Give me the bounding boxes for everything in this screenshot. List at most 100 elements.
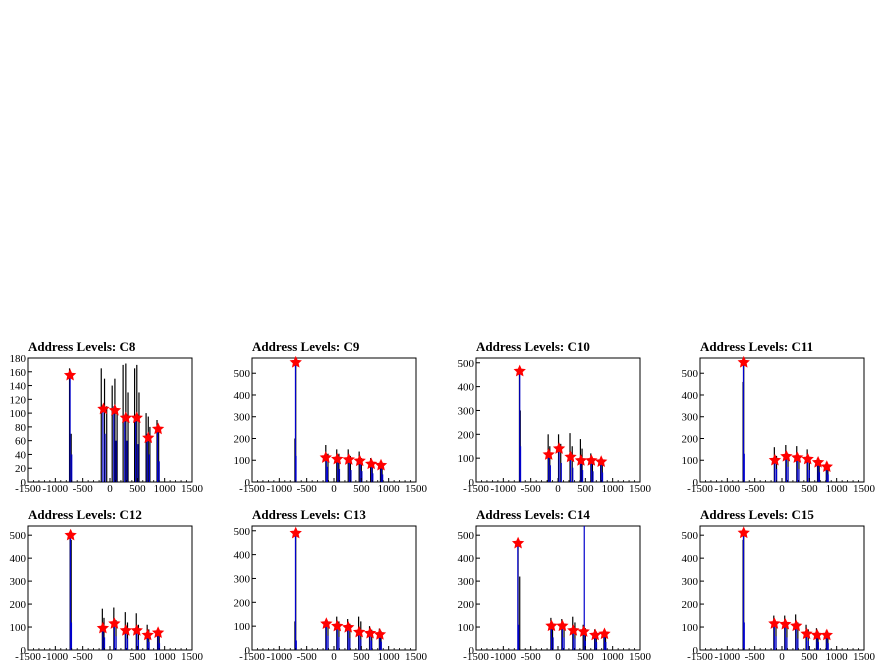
x-tick-label: 1000 xyxy=(826,483,849,495)
peak-marker xyxy=(820,460,833,473)
peak-marker xyxy=(801,452,814,465)
x-tick-label: -1000 xyxy=(490,483,516,495)
x-tick-label: 1500 xyxy=(629,483,652,495)
y-tick-label: 0 xyxy=(693,645,699,657)
y-tick-label: 0 xyxy=(469,477,475,489)
y-tick-label: 100 xyxy=(10,408,27,420)
x-tick-label: 500 xyxy=(353,483,370,495)
x-tick-label: 500 xyxy=(801,483,818,495)
y-tick-label: 300 xyxy=(10,576,27,588)
x-tick-label: 500 xyxy=(577,483,594,495)
peak-marker xyxy=(542,448,555,460)
x-tick-label: 1500 xyxy=(181,651,204,663)
y-tick-label: 400 xyxy=(682,390,699,402)
peak-marker xyxy=(331,619,344,632)
y-tick-label: 80 xyxy=(15,422,27,434)
y-tick-label: 100 xyxy=(682,455,699,467)
peak-marker xyxy=(353,454,366,467)
y-tick-label: 0 xyxy=(21,477,27,489)
x-tick-label: -1500 xyxy=(239,483,265,495)
y-tick-label: 500 xyxy=(234,368,251,380)
chart-title: Address Levels: C15 xyxy=(700,507,814,522)
y-tick-label: 500 xyxy=(458,530,475,542)
x-tick-label: 1000 xyxy=(154,483,177,495)
x-tick-label: 1000 xyxy=(378,651,401,663)
chart-title: Address Levels: C12 xyxy=(28,507,142,522)
plot-frame xyxy=(27,357,193,483)
x-tick-label: -1000 xyxy=(266,651,292,663)
y-tick-label: 140 xyxy=(10,381,27,393)
chart-panel-c14: Address Levels: C14 -1500 -1000 -500 0 500 10… xyxy=(448,504,672,672)
chart-title: Address Levels: C8 xyxy=(28,339,136,354)
y-tick-label: 200 xyxy=(10,599,27,611)
x-tick-label: 1500 xyxy=(181,483,204,495)
y-tick-label: 200 xyxy=(234,433,251,445)
peak-marker xyxy=(800,627,813,640)
x-tick-label: 0 xyxy=(779,651,785,663)
y-tick-label: 300 xyxy=(682,576,699,588)
peak-marker xyxy=(577,625,590,637)
chart-plot-c11: -1500 -1000 -500 0 500 1000 1500 0 100 200 300 400 5… xyxy=(682,355,876,495)
y-tick-label: 400 xyxy=(682,553,699,565)
y-tick-label: 180 xyxy=(10,353,27,365)
y-tick-label: 0 xyxy=(245,645,251,657)
chart-title: Address Levels: C11 xyxy=(700,339,814,354)
x-tick-label: 0 xyxy=(331,651,337,663)
y-tick-label: 300 xyxy=(682,412,699,424)
x-tick-label: 1500 xyxy=(853,483,876,495)
y-tick-label: 0 xyxy=(21,645,27,657)
peak-marker xyxy=(585,454,598,466)
peak-marker xyxy=(567,624,580,636)
y-tick-label: 500 xyxy=(682,368,699,380)
x-tick-label: 1000 xyxy=(602,483,625,495)
x-tick-label: -500 xyxy=(297,483,318,495)
peak-marker xyxy=(63,368,77,381)
chart-title: Address Levels: C13 xyxy=(252,507,366,522)
peak-marker xyxy=(130,624,143,636)
y-tick-label: 100 xyxy=(10,622,27,634)
y-tick-label: 300 xyxy=(234,573,251,585)
chart-panel-c13: Address Levels: C13 -1500 -1000 -500 0 500 10… xyxy=(224,504,448,672)
plot-frame xyxy=(251,525,417,651)
x-tick-label: 0 xyxy=(555,483,561,495)
x-tick-label: -1000 xyxy=(714,483,740,495)
y-tick-label: 200 xyxy=(458,599,475,611)
peak-marker xyxy=(141,628,154,641)
plot-frame xyxy=(699,357,865,483)
peak-marker xyxy=(556,619,569,632)
peak-marker xyxy=(320,617,333,630)
y-tick-label: 500 xyxy=(234,526,251,538)
x-tick-label: 1500 xyxy=(629,651,652,663)
peak-marker xyxy=(564,450,577,463)
plot-frame xyxy=(27,525,193,651)
x-tick-label: -1000 xyxy=(714,651,740,663)
peak-marker xyxy=(791,451,804,463)
y-tick-label: 500 xyxy=(10,530,27,542)
chart-panel-c8: Address Levels: C8 -1500 -1000 -500 0 500 100… xyxy=(0,336,224,504)
y-tick-label: 400 xyxy=(458,382,475,394)
y-tick-label: 0 xyxy=(469,645,475,657)
x-tick-label: -500 xyxy=(745,651,766,663)
peak-marker xyxy=(151,626,165,639)
y-tick-label: 300 xyxy=(234,412,251,424)
chart-plot-c15: -1500 -1000 -500 0 500 1000 1500 0 100 200 300 400 5… xyxy=(682,525,876,663)
x-tick-label: -1500 xyxy=(15,651,41,663)
peak-marker xyxy=(513,364,526,377)
x-tick-label: 1500 xyxy=(853,651,876,663)
peak-marker xyxy=(342,453,355,465)
peak-marker xyxy=(574,454,588,466)
peak-marker xyxy=(737,355,750,368)
y-tick-label: 20 xyxy=(15,463,27,475)
peak-marker xyxy=(768,617,781,629)
x-tick-label: -1500 xyxy=(687,483,713,495)
y-tick-label: 400 xyxy=(458,553,475,565)
chart-plot-c14: -1500 -1000 -500 0 500 1000 1500 0 100 200 300 400 5… xyxy=(458,525,652,663)
peak-marker xyxy=(790,619,803,632)
x-tick-label: 1000 xyxy=(602,651,625,663)
peak-marker xyxy=(119,624,133,636)
peak-marker xyxy=(363,626,377,639)
peak-marker xyxy=(289,355,302,368)
y-tick-label: 500 xyxy=(458,358,475,370)
